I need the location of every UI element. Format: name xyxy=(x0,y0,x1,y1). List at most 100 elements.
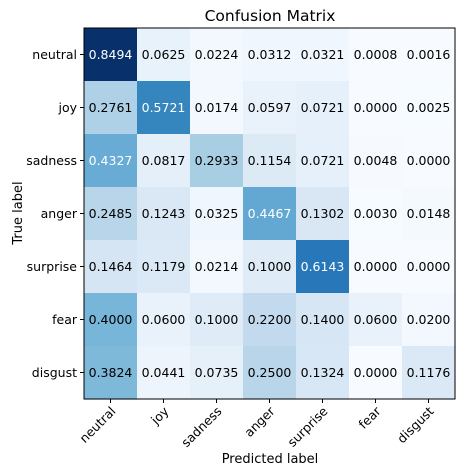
x-tick-label-sadness: sadness xyxy=(178,404,224,450)
cell-value-label: 0.2200 xyxy=(248,312,292,327)
cell-value-label: 0.0008 xyxy=(354,47,398,62)
heatmap-cell-joy-fear xyxy=(349,81,403,135)
cell-value-label: 0.0000 xyxy=(354,259,398,274)
heatmap-cell-anger-surprise xyxy=(296,187,350,241)
x-tick-label-neutral: neutral xyxy=(76,404,118,446)
cell-value-label: 0.5721 xyxy=(142,100,186,115)
heatmap-cell-anger-fear xyxy=(349,187,403,241)
cell-value-label: 0.0224 xyxy=(195,47,239,62)
x-tick-label-surprise: surprise xyxy=(284,403,330,449)
cell-value-label: 0.4000 xyxy=(89,312,133,327)
heatmap-cell-sadness-anger xyxy=(243,134,297,188)
cell-value-label: 0.0174 xyxy=(195,100,239,115)
heatmap-cell-disgust-fear xyxy=(349,346,403,400)
x-tick-label-joy: joy xyxy=(147,403,172,428)
heatmap-cell-joy-anger xyxy=(243,81,297,135)
heatmap-cell-neutral-disgust xyxy=(402,28,456,82)
cell-value-label: 0.0000 xyxy=(407,259,451,274)
cell-value-label: 0.0735 xyxy=(195,365,239,380)
cell-value-label: 0.0000 xyxy=(354,365,398,380)
heatmap-cell-fear-fear xyxy=(349,293,403,347)
heatmap-cell-disgust-joy xyxy=(137,346,191,400)
heatmap-cell-surprise-anger xyxy=(243,240,297,294)
heatmap-cell-sadness-neutral xyxy=(84,134,138,188)
cell-value-label: 0.0817 xyxy=(142,153,186,168)
cell-value-label: 0.0016 xyxy=(407,47,451,62)
y-tick-label-joy: joy xyxy=(57,100,77,115)
cell-value-label: 0.1464 xyxy=(89,259,133,274)
heatmap-cell-neutral-neutral xyxy=(84,28,138,82)
heatmap-cell-neutral-sadness xyxy=(190,28,244,82)
heatmap-cell-sadness-surprise xyxy=(296,134,350,188)
heatmap-cell-fear-anger xyxy=(243,293,297,347)
cell-value-label: 0.0625 xyxy=(142,47,186,62)
cell-value-label: 0.0200 xyxy=(407,312,451,327)
heatmap-cell-surprise-sadness xyxy=(190,240,244,294)
heatmap-cell-neutral-surprise xyxy=(296,28,350,82)
y-tick-label-fear: fear xyxy=(52,312,78,327)
heatmap-cell-disgust-sadness xyxy=(190,346,244,400)
y-tick-label-disgust: disgust xyxy=(32,365,77,380)
cell-value-label: 0.0597 xyxy=(248,100,292,115)
x-tick-label-fear: fear xyxy=(355,403,384,432)
heatmap-cell-anger-neutral xyxy=(84,187,138,241)
y-tick-label-anger: anger xyxy=(41,206,78,221)
heatmap-cell-fear-neutral xyxy=(84,293,138,347)
x-axis-label: Predicted label xyxy=(222,452,319,467)
cell-value-label: 0.1000 xyxy=(248,259,292,274)
cell-value-label: 0.1176 xyxy=(407,365,451,380)
heatmap-cell-sadness-fear xyxy=(349,134,403,188)
heatmap-cell-sadness-joy xyxy=(137,134,191,188)
cell-value-label: 0.1000 xyxy=(195,312,239,327)
heatmap-cell-joy-disgust xyxy=(402,81,456,135)
cell-value-label: 0.0000 xyxy=(407,153,451,168)
heatmap-cell-neutral-anger xyxy=(243,28,297,82)
cell-value-label: 0.0030 xyxy=(354,206,398,221)
heatmap-cell-anger-sadness xyxy=(190,187,244,241)
heatmap-cell-disgust-anger xyxy=(243,346,297,400)
cell-value-label: 0.0600 xyxy=(354,312,398,327)
heatmap-cell-fear-disgust xyxy=(402,293,456,347)
cell-value-label: 0.0721 xyxy=(301,153,345,168)
cell-value-label: 0.0048 xyxy=(354,153,398,168)
cell-value-label: 0.0312 xyxy=(248,47,292,62)
heatmap-cell-surprise-disgust xyxy=(402,240,456,294)
x-tick-label-disgust: disgust xyxy=(394,403,437,446)
cell-value-label: 0.0148 xyxy=(407,206,451,221)
x-tick-label-anger: anger xyxy=(241,403,278,440)
y-tick-label-neutral: neutral xyxy=(32,47,77,62)
heatmap-cell-fear-surprise xyxy=(296,293,350,347)
cell-value-label: 0.2761 xyxy=(89,100,133,115)
heatmap-cell-neutral-fear xyxy=(349,28,403,82)
cell-value-label: 0.1154 xyxy=(248,153,292,168)
x-axis-ticks: neutral joy sadness anger surprise fear disgus… xyxy=(76,399,437,450)
cell-value-label: 0.0325 xyxy=(195,206,239,221)
cell-value-label: 0.0000 xyxy=(354,100,398,115)
cell-value-label: 0.0321 xyxy=(301,47,345,62)
heatmap-cell-joy-sadness xyxy=(190,81,244,135)
heatmap-cell-disgust-surprise xyxy=(296,346,350,400)
cell-value-label: 0.1324 xyxy=(301,365,345,380)
y-tick-label-sadness: sadness xyxy=(26,153,77,168)
heatmap-cell-surprise-joy xyxy=(137,240,191,294)
heatmap-cell-anger-disgust xyxy=(402,187,456,241)
cell-value-label: 0.0441 xyxy=(142,365,186,380)
heatmap-cell-joy-neutral xyxy=(84,81,138,135)
heatmap-cell-anger-anger xyxy=(243,187,297,241)
y-axis-ticks: neutral joy sadness anger surprise fear disgus… xyxy=(26,47,84,380)
cell-value-label: 0.6143 xyxy=(301,259,345,274)
heatmap-cell-surprise-surprise xyxy=(296,240,350,294)
cell-value-label: 0.1243 xyxy=(142,206,186,221)
cell-value-label: 0.2933 xyxy=(195,153,239,168)
heatmap-cell-anger-joy xyxy=(137,187,191,241)
heatmap-cell-surprise-neutral xyxy=(84,240,138,294)
chart-title: Confusion Matrix xyxy=(205,7,336,25)
heatmap-cell-joy-joy xyxy=(137,81,191,135)
cell-value-label: 0.4327 xyxy=(89,153,133,168)
y-axis-label: True label xyxy=(11,181,26,245)
cell-value-label: 0.4467 xyxy=(248,206,292,221)
heatmap-cell-sadness-sadness xyxy=(190,134,244,188)
cell-value-label: 0.3824 xyxy=(89,365,133,380)
cell-value-label: 0.1302 xyxy=(301,206,345,221)
